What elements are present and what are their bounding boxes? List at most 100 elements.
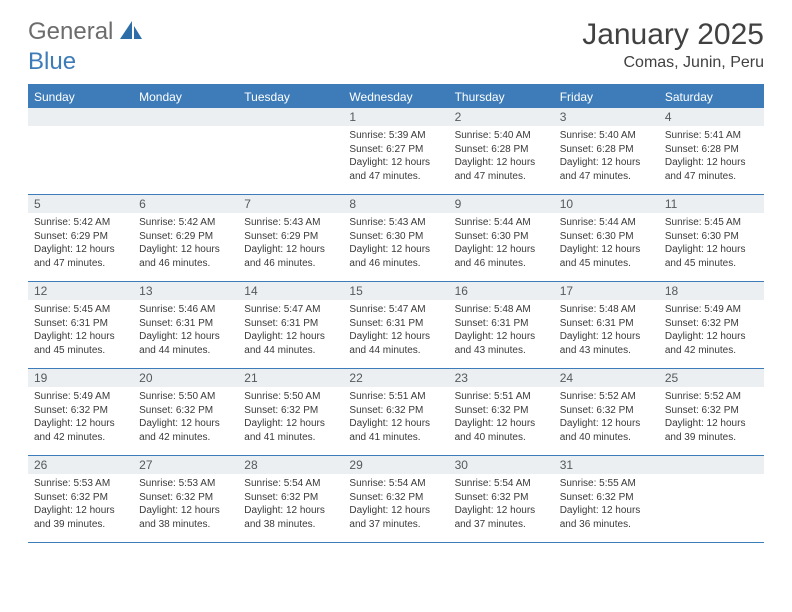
day-cell: 19Sunrise: 5:49 AMSunset: 6:32 PMDayligh… <box>28 369 133 455</box>
day-cell <box>238 108 343 194</box>
sunrise-text: Sunrise: 5:46 AM <box>139 303 232 317</box>
dow-monday: Monday <box>133 86 238 108</box>
day-number: 25 <box>659 369 764 387</box>
calendar: Sunday Monday Tuesday Wednesday Thursday… <box>28 84 764 543</box>
day-cell <box>28 108 133 194</box>
day-number: 31 <box>554 456 659 474</box>
sunrise-text: Sunrise: 5:45 AM <box>665 216 758 230</box>
sunrise-text: Sunrise: 5:45 AM <box>34 303 127 317</box>
sunrise-text: Sunrise: 5:43 AM <box>244 216 337 230</box>
sunset-text: Sunset: 6:32 PM <box>665 317 758 331</box>
day-cell: 4Sunrise: 5:41 AMSunset: 6:28 PMDaylight… <box>659 108 764 194</box>
day-body: Sunrise: 5:48 AMSunset: 6:31 PMDaylight:… <box>554 300 659 362</box>
dow-saturday: Saturday <box>659 86 764 108</box>
daylight-text: Daylight: 12 hours and 42 minutes. <box>665 330 758 357</box>
daylight-text: Daylight: 12 hours and 44 minutes. <box>349 330 442 357</box>
day-cell: 3Sunrise: 5:40 AMSunset: 6:28 PMDaylight… <box>554 108 659 194</box>
week-row: 19Sunrise: 5:49 AMSunset: 6:32 PMDayligh… <box>28 369 764 456</box>
sunrise-text: Sunrise: 5:47 AM <box>244 303 337 317</box>
sunset-text: Sunset: 6:32 PM <box>560 404 653 418</box>
day-number: 26 <box>28 456 133 474</box>
day-body: Sunrise: 5:53 AMSunset: 6:32 PMDaylight:… <box>28 474 133 536</box>
sunrise-text: Sunrise: 5:40 AM <box>455 129 548 143</box>
week-row: 26Sunrise: 5:53 AMSunset: 6:32 PMDayligh… <box>28 456 764 543</box>
sunrise-text: Sunrise: 5:49 AM <box>665 303 758 317</box>
daylight-text: Daylight: 12 hours and 38 minutes. <box>139 504 232 531</box>
sunrise-text: Sunrise: 5:44 AM <box>455 216 548 230</box>
day-cell: 7 Sunrise: 5:43 AMSunset: 6:29 PMDaylight… <box>238 195 343 281</box>
day-cell <box>133 108 238 194</box>
daylight-text: Daylight: 12 hours and 43 minutes. <box>455 330 548 357</box>
sunset-text: Sunset: 6:27 PM <box>349 143 442 157</box>
day-number: 17 <box>554 282 659 300</box>
day-number <box>133 108 238 126</box>
sunset-text: Sunset: 6:32 PM <box>139 491 232 505</box>
daylight-text: Daylight: 12 hours and 41 minutes. <box>244 417 337 444</box>
sunrise-text: Sunrise: 5:43 AM <box>349 216 442 230</box>
sunrise-text: Sunrise: 5:48 AM <box>560 303 653 317</box>
day-cell: 27Sunrise: 5:53 AMSunset: 6:32 PMDayligh… <box>133 456 238 542</box>
daylight-text: Daylight: 12 hours and 47 minutes. <box>34 243 127 270</box>
sunset-text: Sunset: 6:28 PM <box>455 143 548 157</box>
daylight-text: Daylight: 12 hours and 37 minutes. <box>349 504 442 531</box>
sunset-text: Sunset: 6:29 PM <box>244 230 337 244</box>
sunrise-text: Sunrise: 5:54 AM <box>349 477 442 491</box>
sunrise-text: Sunrise: 5:50 AM <box>244 390 337 404</box>
day-number <box>238 108 343 126</box>
day-body: Sunrise: 5:40 AMSunset: 6:28 PMDaylight:… <box>554 126 659 188</box>
day-cell: 20Sunrise: 5:50 AMSunset: 6:32 PMDayligh… <box>133 369 238 455</box>
sunset-text: Sunset: 6:31 PM <box>244 317 337 331</box>
day-number: 11 <box>659 195 764 213</box>
day-cell: 23Sunrise: 5:51 AMSunset: 6:32 PMDayligh… <box>449 369 554 455</box>
logo: General <box>28 18 146 46</box>
daylight-text: Daylight: 12 hours and 46 minutes. <box>244 243 337 270</box>
day-number <box>28 108 133 126</box>
sunset-text: Sunset: 6:31 PM <box>455 317 548 331</box>
sunrise-text: Sunrise: 5:40 AM <box>560 129 653 143</box>
daylight-text: Daylight: 12 hours and 39 minutes. <box>34 504 127 531</box>
day-body: Sunrise: 5:54 AMSunset: 6:32 PMDaylight:… <box>343 474 448 536</box>
daylight-text: Daylight: 12 hours and 46 minutes. <box>349 243 442 270</box>
day-of-week-header: Sunday Monday Tuesday Wednesday Thursday… <box>28 86 764 108</box>
day-number: 9 <box>449 195 554 213</box>
daylight-text: Daylight: 12 hours and 37 minutes. <box>455 504 548 531</box>
day-number: 7 <box>238 195 343 213</box>
daylight-text: Daylight: 12 hours and 38 minutes. <box>244 504 337 531</box>
day-cell: 14Sunrise: 5:47 AMSunset: 6:31 PMDayligh… <box>238 282 343 368</box>
day-cell: 25Sunrise: 5:52 AMSunset: 6:32 PMDayligh… <box>659 369 764 455</box>
day-cell: 26Sunrise: 5:53 AMSunset: 6:32 PMDayligh… <box>28 456 133 542</box>
day-body: Sunrise: 5:44 AMSunset: 6:30 PMDaylight:… <box>554 213 659 275</box>
logo-text-general: General <box>28 18 113 46</box>
day-body: Sunrise: 5:54 AMSunset: 6:32 PMDaylight:… <box>238 474 343 536</box>
day-number: 5 <box>28 195 133 213</box>
sunrise-text: Sunrise: 5:51 AM <box>349 390 442 404</box>
day-cell: 9Sunrise: 5:44 AMSunset: 6:30 PMDaylight… <box>449 195 554 281</box>
day-cell: 11Sunrise: 5:45 AMSunset: 6:30 PMDayligh… <box>659 195 764 281</box>
day-cell: 30Sunrise: 5:54 AMSunset: 6:32 PMDayligh… <box>449 456 554 542</box>
day-body <box>28 126 133 134</box>
daylight-text: Daylight: 12 hours and 45 minutes. <box>34 330 127 357</box>
sunset-text: Sunset: 6:30 PM <box>560 230 653 244</box>
daylight-text: Daylight: 12 hours and 47 minutes. <box>349 156 442 183</box>
day-number: 22 <box>343 369 448 387</box>
sunrise-text: Sunrise: 5:54 AM <box>244 477 337 491</box>
day-body: Sunrise: 5:47 AMSunset: 6:31 PMDaylight:… <box>343 300 448 362</box>
daylight-text: Daylight: 12 hours and 40 minutes. <box>455 417 548 444</box>
day-cell: 2Sunrise: 5:40 AMSunset: 6:28 PMDaylight… <box>449 108 554 194</box>
day-body: Sunrise: 5:40 AMSunset: 6:28 PMDaylight:… <box>449 126 554 188</box>
day-body: Sunrise: 5:45 AMSunset: 6:30 PMDaylight:… <box>659 213 764 275</box>
daylight-text: Daylight: 12 hours and 45 minutes. <box>560 243 653 270</box>
day-cell: 1Sunrise: 5:39 AMSunset: 6:27 PMDaylight… <box>343 108 448 194</box>
sunset-text: Sunset: 6:32 PM <box>139 404 232 418</box>
dow-friday: Friday <box>554 86 659 108</box>
day-body: Sunrise: 5:42 AMSunset: 6:29 PMDaylight:… <box>28 213 133 275</box>
sunset-text: Sunset: 6:32 PM <box>244 404 337 418</box>
day-body: Sunrise: 5:51 AMSunset: 6:32 PMDaylight:… <box>449 387 554 449</box>
day-number: 27 <box>133 456 238 474</box>
day-number: 30 <box>449 456 554 474</box>
sunset-text: Sunset: 6:30 PM <box>665 230 758 244</box>
sunset-text: Sunset: 6:32 PM <box>349 491 442 505</box>
sunset-text: Sunset: 6:32 PM <box>349 404 442 418</box>
dow-tuesday: Tuesday <box>238 86 343 108</box>
sunrise-text: Sunrise: 5:50 AM <box>139 390 232 404</box>
